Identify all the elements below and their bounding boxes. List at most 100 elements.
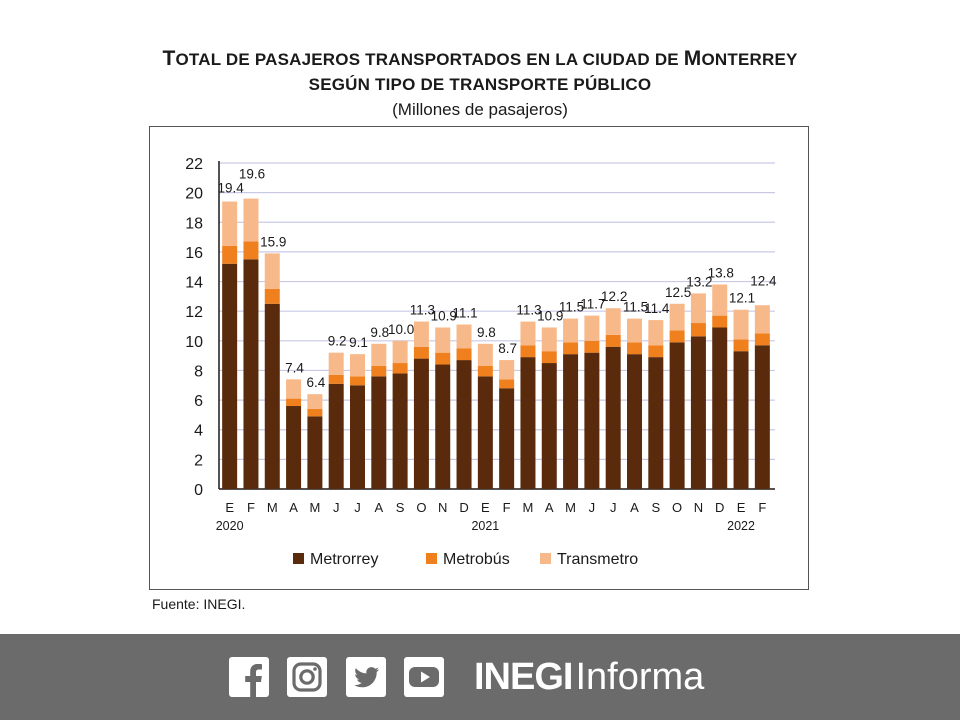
y-tick-label: 8 xyxy=(194,363,203,380)
bar-segment-2 xyxy=(328,374,344,384)
data-label: 11.5 xyxy=(623,300,648,315)
legend-label: Metrobús xyxy=(443,551,510,568)
data-label: 12.5 xyxy=(665,285,691,300)
bar-segment-1 xyxy=(627,354,642,489)
x-tick-label: F xyxy=(758,500,766,515)
bar-segment-3 xyxy=(328,352,344,375)
bar-segment-2 xyxy=(222,245,238,264)
data-label: 19.6 xyxy=(239,167,265,182)
y-tick-label: 10 xyxy=(185,334,203,351)
bar-segment-1 xyxy=(477,376,493,489)
bar-segment-2 xyxy=(307,408,323,417)
x-tick-label: J xyxy=(354,500,361,515)
bar-segment-2 xyxy=(371,366,387,377)
data-label: 11.5 xyxy=(559,300,584,315)
bar-segment-3 xyxy=(520,321,536,346)
chart-title-line-1: TOTAL DE PASAJEROS TRANSPORTADOS EN LA C… xyxy=(162,47,798,70)
bar-segment-3 xyxy=(584,315,600,341)
bar-segment-1 xyxy=(264,303,280,489)
x-tick-label: N xyxy=(438,500,447,515)
data-label: 9.8 xyxy=(370,325,389,340)
bar-segment-1 xyxy=(499,388,515,489)
bar-segment-1 xyxy=(222,263,238,489)
bar-segment-1 xyxy=(690,336,706,489)
data-label: 15.9 xyxy=(260,234,286,249)
bar-segment-3 xyxy=(413,321,429,347)
bar-segment-2 xyxy=(648,345,664,358)
bar-segment-3 xyxy=(733,309,749,340)
y-tick-label: 20 xyxy=(185,186,203,203)
bar-segment-1 xyxy=(669,342,685,489)
data-label: 9.8 xyxy=(477,325,496,340)
twitter-icon[interactable] xyxy=(346,657,386,697)
bar-segment-3 xyxy=(222,201,238,246)
x-tick-label: S xyxy=(396,500,405,515)
bar-segment-2 xyxy=(392,363,408,374)
bar-segment-3 xyxy=(307,394,323,409)
x-tick-label: A xyxy=(289,500,298,515)
year-label: 2020 xyxy=(216,519,244,533)
data-label: 11.1 xyxy=(452,306,477,321)
data-label: 9.1 xyxy=(349,335,368,350)
y-tick-label: 22 xyxy=(185,156,203,173)
x-tick-label: J xyxy=(333,500,340,515)
bar-segment-3 xyxy=(627,318,642,343)
youtube-icon[interactable] xyxy=(404,657,444,697)
y-tick-label: 4 xyxy=(194,423,203,440)
brand-bold: INEGI xyxy=(474,656,573,698)
bar-segment-1 xyxy=(563,354,579,489)
bar-segment-2 xyxy=(690,323,706,337)
bar-segment-1 xyxy=(371,376,387,489)
x-tick-label: O xyxy=(672,500,682,515)
x-tick-label: S xyxy=(651,500,660,515)
x-tick-label: N xyxy=(694,500,703,515)
x-tick-label: D xyxy=(715,500,724,515)
bar-segment-2 xyxy=(669,330,685,343)
bar-segment-1 xyxy=(413,358,429,489)
instagram-icon[interactable] xyxy=(287,657,327,697)
bar-segment-1 xyxy=(520,357,536,489)
bar-segment-3 xyxy=(286,379,302,399)
bar-segment-1 xyxy=(648,357,664,489)
bar-segment-3 xyxy=(435,327,451,353)
chart-subtitle: (Millones de pasajeros) xyxy=(392,100,568,119)
y-tick-label: 2 xyxy=(194,452,203,469)
x-tick-label: M xyxy=(267,500,278,515)
x-tick-label: J xyxy=(610,500,617,515)
source-note: Fuente: INEGI. xyxy=(152,596,246,612)
bar-segment-2 xyxy=(413,346,429,359)
bar-segment-2 xyxy=(563,342,579,355)
y-tick-label: 18 xyxy=(185,215,203,232)
bar-segment-2 xyxy=(733,339,749,352)
data-label: 13.8 xyxy=(708,266,734,281)
legend-swatch xyxy=(426,553,437,564)
bar-segment-1 xyxy=(328,383,344,489)
bar-segment-2 xyxy=(605,334,621,347)
bar-segment-3 xyxy=(648,320,664,346)
bar-segment-1 xyxy=(350,385,365,489)
x-tick-label: A xyxy=(630,500,639,515)
y-tick-label: 6 xyxy=(194,393,203,410)
legend-swatch xyxy=(293,553,304,564)
bar-segment-2 xyxy=(435,352,451,365)
bar-segment-3 xyxy=(456,324,472,349)
bar-segment-1 xyxy=(605,346,621,489)
bar-segment-1 xyxy=(541,363,557,489)
bar-segment-3 xyxy=(563,318,579,343)
footer-bar: INEGI Informa xyxy=(0,634,960,720)
bar-segment-2 xyxy=(584,340,600,353)
x-tick-label: M xyxy=(309,500,320,515)
bar-segment-3 xyxy=(477,343,493,367)
brand-light: Informa xyxy=(575,656,705,698)
y-tick-label: 16 xyxy=(185,245,203,262)
facebook-icon[interactable] xyxy=(229,657,269,697)
bar-segment-1 xyxy=(286,406,302,489)
bar-segment-2 xyxy=(754,333,770,346)
bar-segment-1 xyxy=(307,416,323,489)
bar-segment-2 xyxy=(243,241,259,260)
legend-label: Transmetro xyxy=(557,551,638,568)
bar-segment-2 xyxy=(286,398,302,407)
data-label: 13.2 xyxy=(686,274,712,289)
data-label: 12.2 xyxy=(601,289,627,304)
data-label: 7.4 xyxy=(285,360,304,375)
